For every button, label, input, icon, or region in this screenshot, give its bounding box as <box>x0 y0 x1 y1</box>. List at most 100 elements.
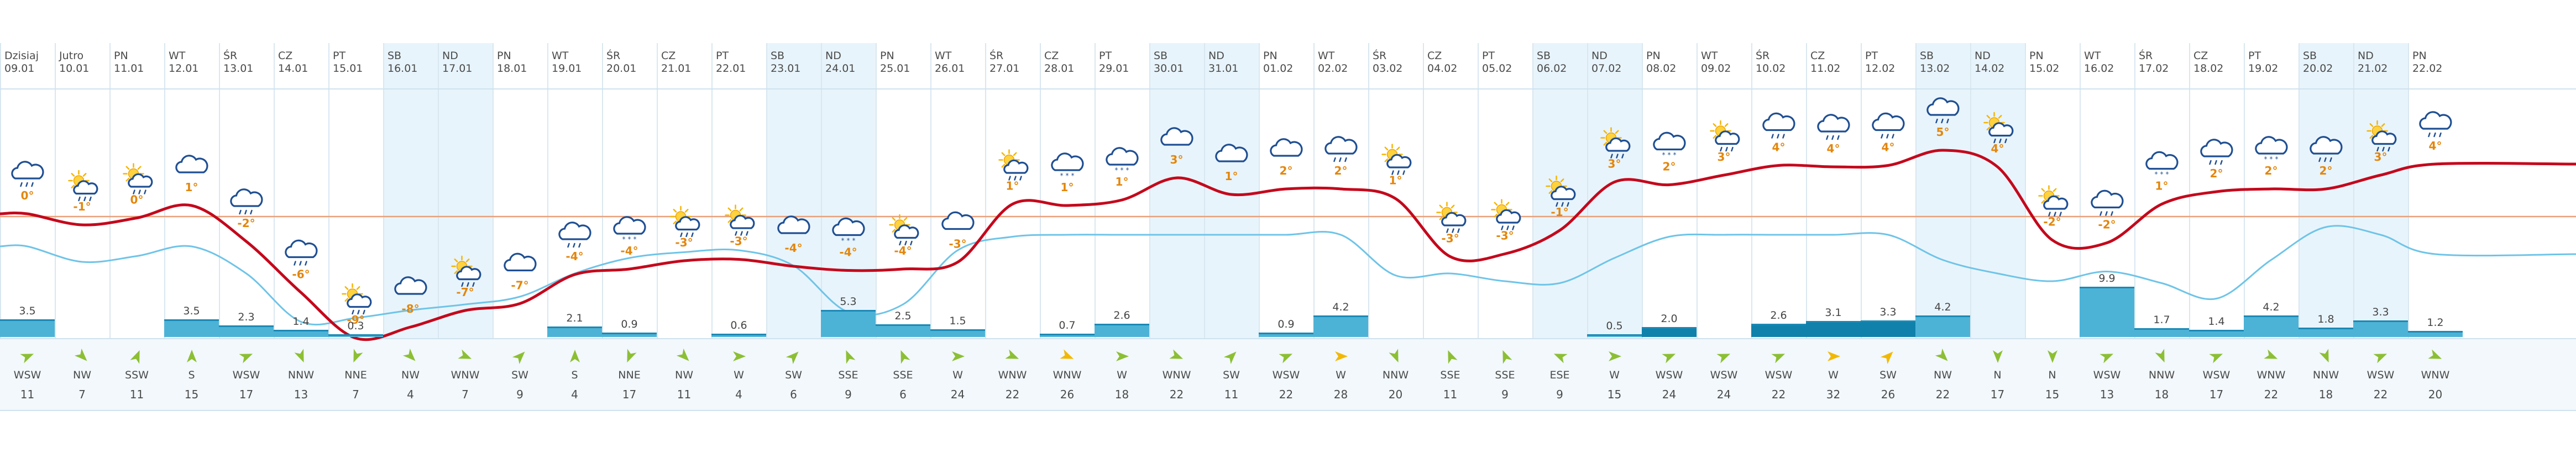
day-column[interactable] <box>876 43 930 409</box>
wind-arrow-icon <box>1334 351 1348 361</box>
wind-speed-label: 11 <box>20 388 35 401</box>
date-label: 22.02 <box>2412 62 2443 75</box>
day-column[interactable] <box>328 43 383 409</box>
date-label: 19.01 <box>552 62 582 75</box>
wind-arrow-icon <box>1502 350 1512 364</box>
day-column[interactable] <box>602 43 657 409</box>
precipitation-bar <box>219 325 274 337</box>
svg-text:*: * <box>1126 166 1129 174</box>
day-column[interactable] <box>2025 43 2080 409</box>
precipitation-label: 1.2 <box>2427 316 2444 329</box>
day-column[interactable] <box>2134 43 2189 409</box>
day-column[interactable] <box>219 43 274 409</box>
day-label: SB <box>388 50 402 62</box>
wind-direction-label: NW <box>1934 369 1952 381</box>
day-column[interactable] <box>1095 43 1149 409</box>
svg-text:*: * <box>2155 171 2158 178</box>
day-label: Jutro <box>59 50 84 62</box>
day-label: WT <box>552 50 569 62</box>
wind-speed-label: 7 <box>352 388 359 401</box>
snow-cloud-icon <box>2255 136 2288 155</box>
cloud-icon <box>1160 127 1193 146</box>
date-label: 16.02 <box>2084 62 2114 75</box>
wind-direction-label: WSW <box>13 369 41 381</box>
day-column[interactable] <box>0 43 55 409</box>
wind-arrow-icon <box>2047 350 2057 363</box>
day-column[interactable] <box>711 43 766 409</box>
wind-cell: N 17 <box>1970 338 2025 409</box>
date-label: 31.01 <box>1208 62 1239 75</box>
wind-cell: NW 7 <box>55 338 109 409</box>
temperature-label: 1° <box>1225 170 1238 183</box>
wind-arrow-icon <box>1059 349 1074 359</box>
wind-arrow-icon <box>1827 351 1840 361</box>
day-column[interactable] <box>1806 43 1861 409</box>
wind-arrow-icon <box>353 349 363 363</box>
day-column[interactable] <box>109 43 164 409</box>
day-column[interactable] <box>2408 43 2463 409</box>
wind-direction-label: SW <box>1223 369 1240 381</box>
day-column[interactable] <box>1751 43 1806 409</box>
wind-arrow-icon <box>1388 349 1399 363</box>
day-column[interactable] <box>1423 43 1478 409</box>
day-column[interactable] <box>1478 43 1532 409</box>
day-column[interactable] <box>274 43 328 409</box>
wind-direction-label: SSE <box>1495 369 1515 381</box>
wind-arrow-icon <box>1880 351 1893 365</box>
temperature-label: -3° <box>1496 229 1514 243</box>
wind-speed-label: 22 <box>1169 388 1184 401</box>
day-column[interactable] <box>930 43 985 409</box>
wind-direction-label: WNW <box>2256 369 2286 381</box>
day-column[interactable] <box>1642 43 1697 409</box>
day-column[interactable] <box>2244 43 2298 409</box>
svg-text:*: * <box>852 237 856 245</box>
day-column[interactable] <box>2080 43 2134 409</box>
precipitation-bar <box>2298 328 2353 337</box>
temperature-label: 1° <box>1389 174 1402 187</box>
day-column[interactable] <box>1861 43 1915 409</box>
precipitation-bar <box>2189 330 2244 337</box>
svg-text:*: * <box>2270 155 2273 163</box>
day-label: ND <box>442 50 458 62</box>
wind-cell: ESE 9 <box>1532 338 1587 409</box>
day-column[interactable] <box>1368 43 1423 409</box>
rain-cloud-icon <box>2419 111 2452 138</box>
date-header: CZ 14.01 <box>278 50 328 75</box>
date-label: 19.02 <box>2248 62 2279 75</box>
day-column[interactable] <box>1040 43 1095 409</box>
day-column[interactable] <box>547 43 602 409</box>
day-column[interactable] <box>985 43 1040 409</box>
wind-speed-label: 22 <box>1005 388 1020 401</box>
day-column[interactable] <box>55 43 109 409</box>
sun-cloud-rain-icon <box>1546 175 1576 207</box>
day-column[interactable] <box>657 43 711 409</box>
day-column[interactable] <box>1313 43 1368 409</box>
day-label: SB <box>1537 50 1551 62</box>
day-column[interactable] <box>1259 43 1313 409</box>
sun-cloud-rain-icon <box>1710 120 1740 152</box>
day-column[interactable] <box>164 43 219 409</box>
wind-arrow-icon <box>2208 354 2223 364</box>
date-label: 18.01 <box>497 62 527 75</box>
wind-direction-label: NNW <box>2312 369 2339 381</box>
wind-speed-label: 22 <box>1935 388 1950 401</box>
day-column[interactable] <box>493 43 547 409</box>
wind-direction-label: WSW <box>2366 369 2395 381</box>
date-header: PT 22.01 <box>716 50 766 75</box>
day-column[interactable] <box>2189 43 2244 409</box>
wind-direction-label: SSW <box>125 369 149 381</box>
day-column[interactable] <box>1697 43 1751 409</box>
date-header: PN 18.01 <box>497 50 547 75</box>
temperature-label: 2° <box>1334 164 1348 177</box>
temperature-label: 2° <box>2210 167 2223 180</box>
wind-arrow-icon <box>186 350 197 362</box>
wind-cell: WNW 26 <box>1040 338 1095 409</box>
sun-cloud-rain-icon <box>2366 120 2397 152</box>
svg-text:*: * <box>1060 172 1064 180</box>
wind-arrow-icon <box>1447 350 1458 364</box>
temperature-label: 4° <box>1991 142 2004 155</box>
precipitation-bar <box>1095 324 1149 337</box>
wind-cell: W 28 <box>1313 338 1368 409</box>
date-label: 02.02 <box>1318 62 1348 75</box>
wind-arrow-icon <box>676 348 689 361</box>
